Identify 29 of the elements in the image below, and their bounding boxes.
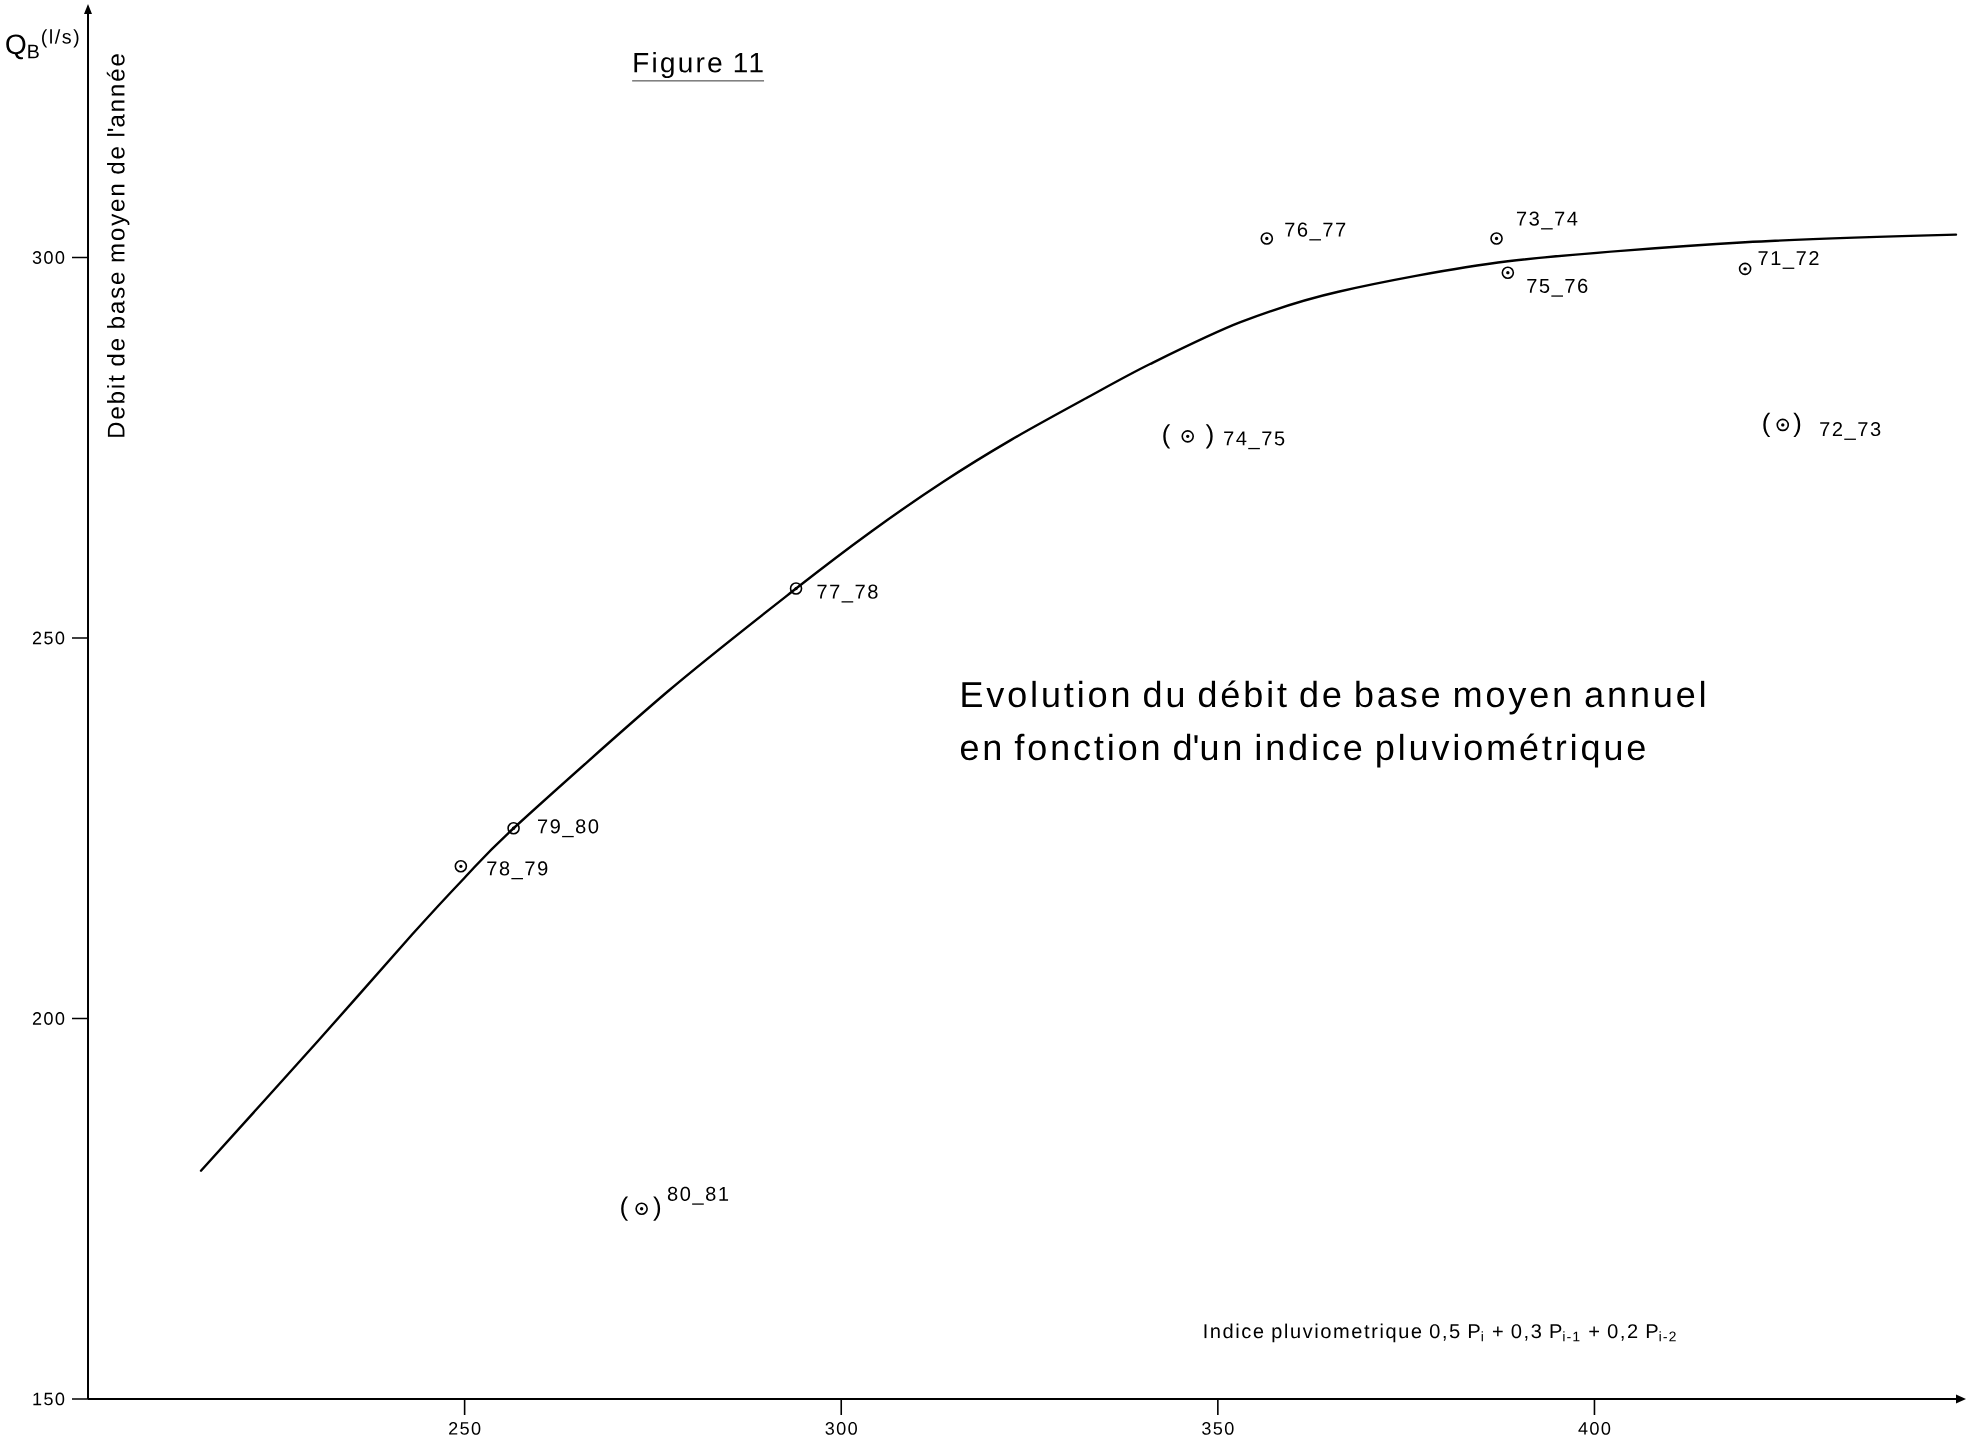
annotation: 76_77: [1285, 222, 1346, 241]
text: Figure 11: [634, 51, 763, 79]
annotation: 75_76: [1527, 278, 1588, 297]
text: Evolution du débit de base moyen annuel en fonction d'un indice pluviométrique: [960, 680, 1705, 768]
x-axis-title: Indice pluviometrique 0,5 P$_{i}$ + 0,3 P$_{i-1}$ + 0,2 P$_{i-2}$: [1204, 1323, 1676, 1343]
annotation: 78_79: [487, 861, 548, 880]
annotation: ): [653, 1196, 661, 1221]
annotation: 77_78: [817, 584, 878, 603]
x-tick-label: 350: [1202, 1422, 1234, 1435]
x-tick-label: 400: [1578, 1422, 1611, 1435]
x-tick-label: 300: [825, 1422, 857, 1435]
annotation: 72_73: [1820, 421, 1881, 440]
text: Q$_{B}$(l/s): [6, 29, 79, 60]
annotation: 73_74: [1516, 211, 1578, 230]
annotation: 74_75: [1224, 431, 1285, 450]
y-axis-title: Debit de base moyen de l'année: [106, 54, 130, 437]
annotation: (: [621, 1196, 629, 1221]
annotation: ): [1793, 412, 1801, 438]
x-tick-label: 250: [449, 1422, 481, 1435]
y-tick-label: 150: [33, 1392, 65, 1406]
annotation: ): [1205, 424, 1213, 449]
annotation: 79_80: [538, 819, 599, 838]
annotation: 80_81: [667, 1186, 729, 1205]
y-tick-label: 300: [32, 251, 65, 264]
y-tick-label: 200: [32, 1012, 65, 1025]
y-tick-label: 250: [32, 631, 65, 645]
annotation: 71_72: [1758, 250, 1819, 269]
annotation: (: [1763, 412, 1771, 438]
annotation: (: [1163, 424, 1171, 449]
